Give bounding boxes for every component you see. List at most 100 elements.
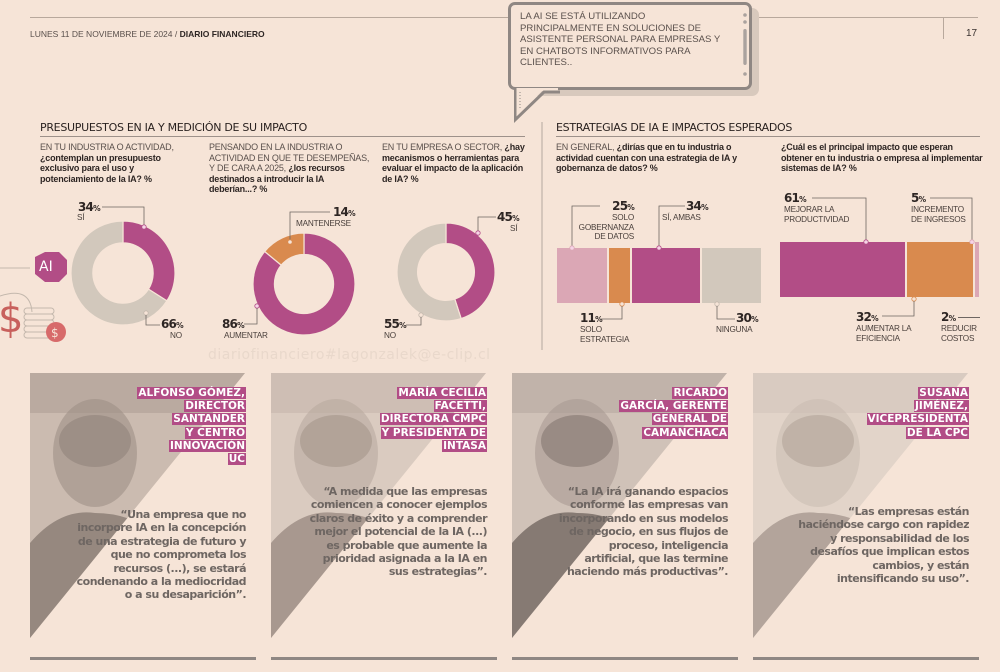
pct-label-estrategia: 11% [580, 311, 603, 325]
segment-label-gobernanza: SOLO GOBERNANZA DE DATOS [578, 213, 635, 241]
pct-label-productividad: 61% [784, 191, 807, 205]
segment-label-eficiencia: AUMENTAR LA EFICIENCIA [856, 324, 911, 343]
name-line: INTASA [442, 439, 487, 452]
bar-segment-mejorar-la-productividad [780, 242, 906, 297]
name-line: GARCÍA, GERENTE [619, 400, 728, 413]
person-name-title: SUSANA JIMÉNEZ, VICEPRESIDENTA DE LA CPC [866, 387, 969, 440]
slice-label-si: SÍ [77, 213, 85, 222]
section-title-budgets: PRESUPUESTOS EN IA Y MEDICIÓN DE SU IMPA… [40, 121, 307, 134]
name-line: RICARDO [672, 387, 728, 399]
name-line: DIRECTOR [184, 400, 246, 413]
pct-label-si: 34% [78, 200, 101, 214]
bar-segment-reducir-costos [974, 242, 979, 297]
name-line: SUSANA [918, 387, 969, 399]
section-rule [556, 136, 980, 137]
page-number-divider [943, 17, 944, 39]
name-line: VICEPRESIDENTA [866, 413, 969, 426]
question-text: ¿dirías que en tu industria o actividad … [556, 142, 737, 174]
quote-text: “A medida que las empresas comiencen a c… [309, 485, 488, 579]
pct-label-ambas: 34% [686, 199, 709, 213]
pct-label-costos: 2% [941, 310, 956, 324]
donut-slice-mantenerse [263, 232, 305, 266]
profile-card: ALFONSO GÓMEZ, DIRECTOR SANTANDER Y CENTRO I… [30, 373, 258, 663]
dateline: LUNES 11 DE NOVIEMBRE DE 2024 / DIARIO F… [30, 29, 265, 39]
question-lead: EN GENERAL, [556, 142, 615, 152]
watermark: diariofinanciero#lagonzalek@e-clip.cl [208, 347, 491, 363]
pct-label-mantenerse: 14% [333, 205, 356, 219]
leader-line [812, 197, 869, 244]
card-divider [753, 657, 979, 660]
leader-line [656, 205, 685, 251]
question-text: ¿contemplan un presupuesto exclusivo par… [40, 152, 161, 184]
name-line: DIRECTORA CMPC [379, 413, 487, 426]
name-line: UC [227, 453, 246, 466]
segment-label-ingresos: INCREMENTO DE INGRESOS [911, 205, 966, 224]
question-resources: PENSANDO EN LA INDUSTRIA O ACTIVIDAD EN … [209, 142, 374, 195]
stacked-bar-impact [780, 242, 979, 297]
pct-label-ninguna: 30% [736, 311, 759, 325]
bar-segment-aumentar-la-eficiencia [907, 242, 973, 297]
leader-line [287, 211, 330, 245]
profile-card: RICARDO GARCÍA, GERENTE GENERAL DE CAMANCHA… [512, 373, 740, 663]
name-line: FACETTI, [433, 400, 487, 413]
quote-text: “Las empresas están haciéndose cargo con… [798, 505, 969, 586]
callout-bubble [508, 2, 752, 90]
speech-bubble-tail-icon [514, 88, 560, 124]
question-impact: ¿Cuál es el principal impacto que espera… [781, 142, 986, 174]
profile-card: SUSANA JIMÉNEZ, VICEPRESIDENTA DE LA CPC “L… [753, 373, 981, 663]
donut-chart-resources [252, 232, 356, 336]
date-text: LUNES 11 DE NOVIEMBRE DE 2024 / [30, 29, 178, 39]
donut-chart-budget [70, 220, 176, 326]
bar-segment-solo-gobernanza-de-datos [557, 248, 607, 303]
name-line: Y PRESIDENTA DE [380, 426, 487, 439]
name-line: ALFONSO GÓMEZ, [137, 387, 246, 399]
pct-label-no: 55% [384, 317, 407, 331]
segment-label-ninguna: NINGUNA [716, 325, 753, 334]
donut-slice-no [396, 222, 462, 322]
pct-label-aumentar: 86% [222, 317, 245, 331]
slice-label-mantenerse: MANTENERSE [296, 219, 351, 228]
person-name-title: ALFONSO GÓMEZ, DIRECTOR SANTANDER Y CENTRO I… [137, 387, 246, 466]
question-strategy: EN GENERAL, ¿dirías que en tu industria … [556, 142, 756, 174]
person-name-title: RICARDO GARCÍA, GERENTE GENERAL DE CAMANCHA… [619, 387, 728, 440]
leader-line [102, 206, 147, 230]
question-text: ¿Cuál es el principal impacto que espera… [781, 142, 983, 174]
page-number: 17 [966, 28, 978, 39]
slice-label-si: SÍ [510, 224, 518, 233]
slice-label-no: NO [384, 331, 396, 340]
name-line: SANTANDER [172, 413, 246, 426]
header-rule-right [752, 17, 978, 18]
card-divider [271, 657, 497, 660]
quote-text: “Una empresa que no incorpore IA en la c… [76, 508, 247, 602]
pct-label-eficiencia: 32% [856, 310, 879, 324]
question-evaluation: EN TU EMPRESA O SECTOR, ¿hay mecanismos … [382, 142, 534, 184]
name-line: INNOVACIÓN [169, 439, 246, 452]
section-divider [541, 122, 543, 350]
leader-line [143, 310, 160, 326]
svg-text:$: $ [51, 326, 59, 340]
person-name-title: MARÍA CECILIA FACETTI, DIRECTORA CMPC Y PRE… [379, 387, 487, 453]
header-rule [30, 17, 508, 18]
bar-segment-sí-ambas [632, 248, 700, 303]
profile-card: MARÍA CECILIA FACETTI, DIRECTORA CMPC Y PRE… [271, 373, 499, 663]
bar-segment-ninguna [701, 248, 761, 303]
pct-label-no: 66% [161, 317, 184, 331]
leader-line [714, 301, 735, 320]
pct-label-gobernanza: 25% [612, 199, 635, 213]
card-divider [30, 657, 256, 660]
leader-line [475, 216, 496, 236]
leader-line [930, 197, 975, 244]
callout-text: LA AI SE ESTÁ UTILIZANDO PRINCIPALMENTE … [520, 11, 721, 69]
leader-line [406, 312, 424, 326]
name-line: GENERAL DE [651, 413, 728, 426]
section-rule [40, 136, 525, 137]
donut-slice-sí [445, 222, 496, 320]
section-title-strategies: ESTRATEGIAS DE IA E IMPACTOS ESPERADOS [556, 121, 793, 134]
segment-label-ambas: SÍ, AMBAS [662, 213, 701, 222]
leader-line [600, 301, 625, 320]
leader-line [958, 317, 980, 318]
pct-label-ingresos: 5% [911, 191, 926, 205]
donut-slice-aumentar [252, 232, 356, 336]
question-lead: EN TU INDUSTRIA O ACTIVIDAD, [40, 142, 174, 152]
slice-label-aumentar: AUMENTAR [224, 331, 268, 340]
